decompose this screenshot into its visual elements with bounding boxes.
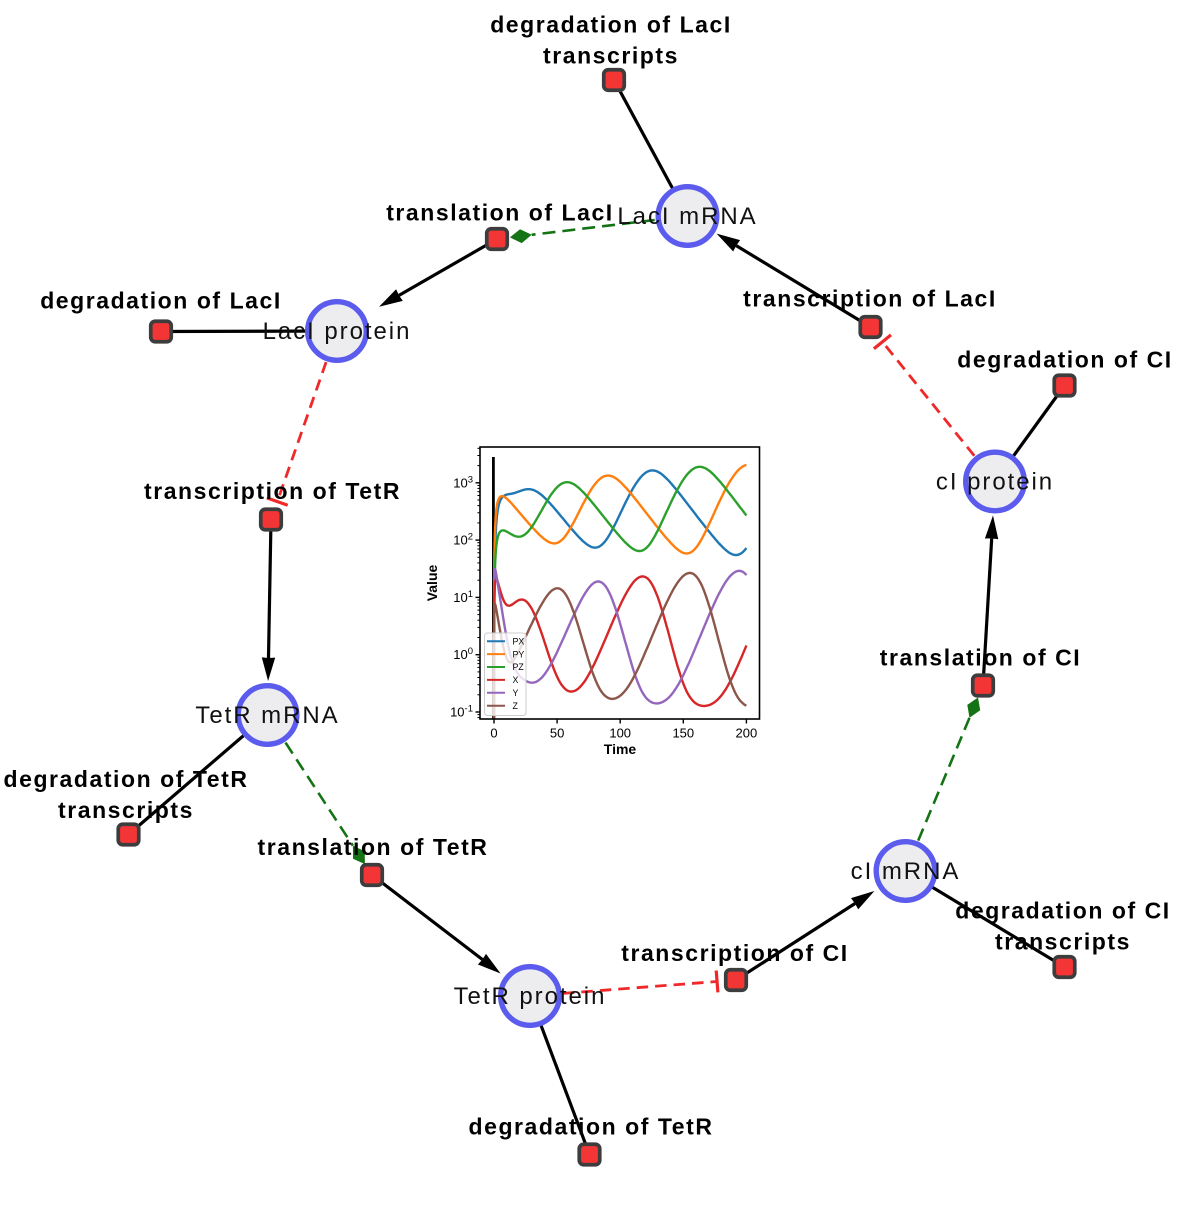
svg-text:200: 200 — [736, 726, 758, 741]
svg-text:PX: PX — [513, 636, 525, 646]
svg-text:degradation of CI: degradation of CI — [957, 347, 1172, 373]
svg-text:translation of CI: translation of CI — [880, 645, 1081, 671]
svg-text:0: 0 — [490, 726, 497, 741]
svg-text:degradation of LacI: degradation of LacI — [490, 12, 732, 38]
svg-text:Y: Y — [513, 688, 519, 698]
svg-text:cI mRNA: cI mRNA — [851, 858, 961, 885]
svg-text:cI protein: cI protein — [936, 469, 1054, 496]
svg-text:TetR mRNA: TetR mRNA — [195, 702, 339, 729]
svg-text:Z: Z — [513, 701, 519, 711]
svg-text:PZ: PZ — [513, 662, 525, 672]
svg-text:transcripts: transcripts — [543, 43, 679, 69]
svg-text:degradation of TetR: degradation of TetR — [469, 1114, 714, 1140]
svg-text:degradation of CI: degradation of CI — [955, 898, 1170, 924]
svg-text:50: 50 — [550, 726, 564, 741]
svg-text:TetR protein: TetR protein — [454, 983, 607, 1010]
svg-text:transcripts: transcripts — [995, 929, 1131, 955]
svg-text:translation of TetR: translation of TetR — [258, 834, 489, 860]
svg-text:Time: Time — [604, 741, 637, 757]
svg-text:LacI protein: LacI protein — [263, 318, 412, 345]
svg-text:transcripts: transcripts — [58, 797, 194, 823]
svg-text:degradation of TetR: degradation of TetR — [4, 766, 249, 792]
svg-text:150: 150 — [672, 726, 694, 741]
svg-text:degradation of LacI: degradation of LacI — [40, 288, 282, 314]
svg-text:LacI mRNA: LacI mRNA — [617, 203, 757, 230]
svg-text:X: X — [513, 675, 519, 685]
svg-text:translation of LacI: translation of LacI — [386, 200, 614, 226]
svg-text:transcription of CI: transcription of CI — [621, 940, 849, 966]
svg-text:100: 100 — [609, 726, 631, 741]
svg-text:transcription of TetR: transcription of TetR — [144, 478, 401, 504]
svg-text:Value: Value — [424, 565, 440, 602]
svg-text:transcription of LacI: transcription of LacI — [743, 286, 997, 312]
svg-text:PY: PY — [513, 649, 525, 659]
